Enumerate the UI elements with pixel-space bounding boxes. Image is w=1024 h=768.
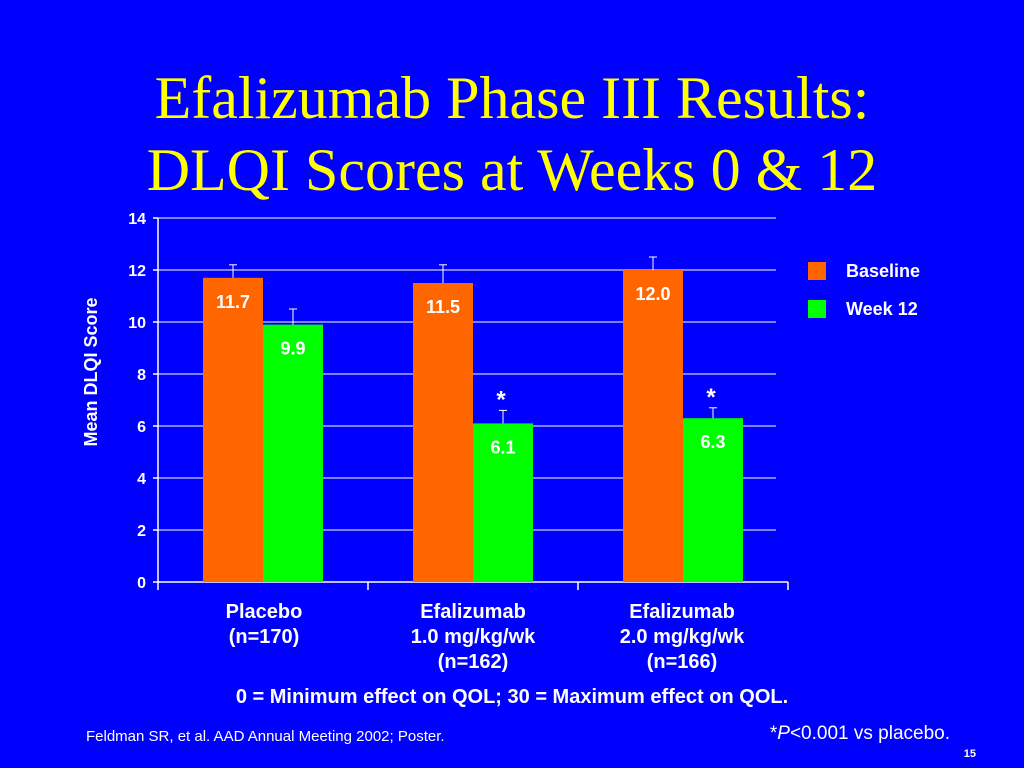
category-label-efalizumab-1: Efalizumab 1.0 mg/kg/wk (n=162) — [373, 600, 573, 675]
data-label: 6.1 — [490, 437, 515, 457]
significance-text: <0.001 vs placebo. — [789, 723, 950, 744]
legend-label-week12: Week 12 — [846, 298, 918, 319]
bar-week12 — [683, 418, 743, 582]
category-label-line: 2.0 mg/kg/wk — [619, 626, 745, 648]
legend-swatch-week12 — [808, 300, 826, 318]
title-line-2: DLQI Scores at Weeks 0 & 12 — [146, 137, 878, 203]
legend-label-baseline: Baseline — [846, 260, 921, 281]
data-label: 12.0 — [635, 284, 670, 304]
page-number: 15 — [963, 748, 976, 760]
category-label-efalizumab-2: Efalizumab 2.0 mg/kg/wk (n=166) — [582, 600, 782, 675]
bar-baseline — [203, 277, 263, 582]
y-tick-label: 2 — [137, 523, 146, 540]
title-line-1: Efalizumab Phase III Results: — [154, 65, 870, 131]
category-label-line: Efalizumab — [420, 601, 526, 623]
significance-marker: * — [706, 384, 716, 411]
bar-baseline — [623, 270, 683, 582]
significance-star: * — [769, 723, 778, 744]
y-tick-label: 12 — [128, 263, 146, 280]
bar-week12 — [263, 324, 323, 582]
significance-note: *P<0.001 vs placebo. — [770, 723, 950, 745]
y-axis-label: Mean DLQI Score — [81, 297, 101, 446]
significance-marker: * — [496, 386, 506, 413]
y-tick-label: 4 — [137, 471, 146, 488]
data-label: 9.9 — [280, 339, 305, 359]
category-label-placebo: Placebo (n=170) — [164, 600, 364, 650]
significance-p: P — [777, 723, 790, 744]
category-label-line: 1.0 mg/kg/wk — [410, 626, 536, 648]
legend-swatch-baseline — [808, 262, 826, 280]
y-tick-label: 0 — [137, 575, 146, 592]
legend-item-week12: Week 12 — [808, 296, 918, 322]
category-label-line: (n=170) — [228, 626, 300, 648]
scale-note: 0 = Minimum effect on QOL; 30 = Maximum … — [235, 686, 789, 708]
y-tick-label: 8 — [137, 367, 146, 384]
category-label-line: (n=162) — [437, 651, 509, 673]
y-tick-label: 6 — [137, 419, 146, 436]
y-tick-label: 10 — [128, 315, 146, 332]
category-label-line: Efalizumab — [629, 601, 735, 623]
category-label-line: (n=166) — [646, 651, 718, 673]
bar-baseline — [413, 283, 473, 582]
y-tick-label: 14 — [128, 211, 146, 228]
data-label: 11.7 — [216, 292, 250, 312]
data-label: 6.3 — [700, 432, 725, 452]
category-label-line: Placebo — [225, 601, 303, 623]
slide-title: Efalizumab Phase III Results: DLQI Score… — [0, 62, 1024, 206]
legend-item-baseline: Baseline — [808, 258, 920, 284]
data-label: 11.5 — [426, 297, 460, 317]
source-citation: Feldman SR, et al. AAD Annual Meeting 20… — [86, 728, 445, 745]
bar-week12 — [473, 423, 533, 582]
